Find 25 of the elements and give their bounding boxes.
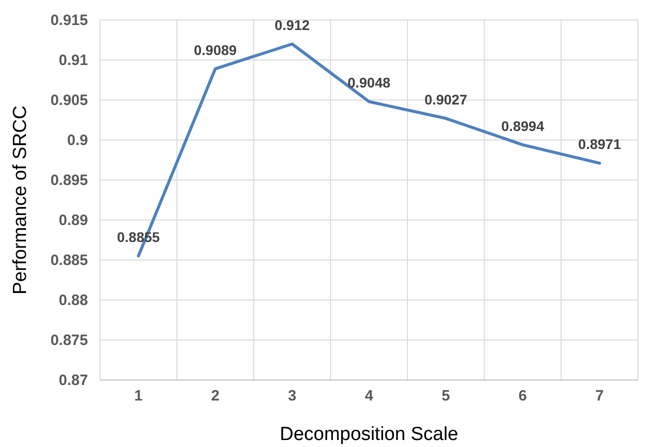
data-label: 0.8971 bbox=[578, 136, 622, 152]
y-tick-label: 0.905 bbox=[50, 92, 88, 109]
x-tick-label: 6 bbox=[518, 388, 527, 405]
y-axis-title: Performance of SRCC bbox=[10, 105, 31, 295]
y-tick-label: 0.915 bbox=[50, 12, 88, 29]
x-tick-label: 2 bbox=[211, 388, 220, 405]
x-tick-label: 7 bbox=[595, 388, 604, 405]
x-tick-label: 5 bbox=[442, 388, 450, 405]
y-tick-label: 0.9 bbox=[67, 132, 88, 149]
y-tick-label: 0.87 bbox=[58, 372, 88, 389]
y-tick-label: 0.91 bbox=[58, 52, 88, 69]
data-label: 0.8994 bbox=[501, 118, 544, 134]
data-label: 0.9048 bbox=[348, 74, 391, 91]
data-label: 0.9027 bbox=[424, 91, 468, 108]
data-label: 0.912 bbox=[274, 17, 310, 33]
y-tick-label: 0.875 bbox=[50, 332, 88, 349]
data-label: 0.9089 bbox=[194, 42, 237, 58]
y-tick-label: 0.885 bbox=[50, 252, 88, 269]
y-tick-label: 0.88 bbox=[58, 292, 88, 309]
x-axis-title: Decomposition Scale bbox=[280, 424, 458, 445]
x-tick-label: 1 bbox=[134, 388, 143, 405]
y-tick-label: 0.89 bbox=[58, 212, 88, 229]
x-tick-label: 3 bbox=[288, 388, 296, 405]
x-tick-label: 4 bbox=[364, 388, 374, 405]
y-tick-label: 0.895 bbox=[50, 172, 88, 189]
